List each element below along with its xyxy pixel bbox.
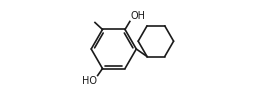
Text: OH: OH	[130, 11, 145, 21]
Text: HO: HO	[82, 76, 97, 86]
